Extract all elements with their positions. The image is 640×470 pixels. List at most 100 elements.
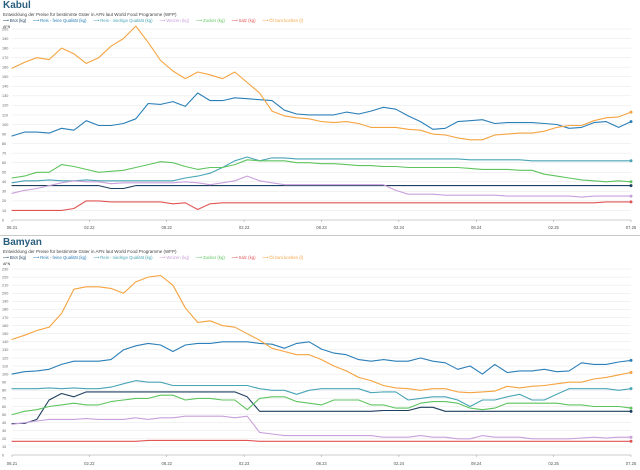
- y-tick-label: 120: [2, 104, 8, 108]
- x-tick-label: 02.23: [239, 461, 250, 466]
- chart-title: Kabul: [3, 0, 31, 11]
- y-tick-label: 230: [2, 267, 8, 271]
- series-line[interactable]: [11, 185, 632, 190]
- y-tick-label: 30: [2, 429, 6, 433]
- series-line[interactable]: [11, 439, 632, 442]
- y-tick-label: 110: [2, 364, 8, 368]
- legend-item[interactable]: —•Salz (kg): [232, 18, 256, 23]
- series-end-point[interactable]: [629, 110, 633, 114]
- x-tick-label: 02.25: [548, 461, 559, 466]
- series-line[interactable]: [11, 200, 632, 211]
- y-tick-label: 130: [2, 94, 8, 98]
- x-tick-label: 02.24: [394, 461, 405, 466]
- y-tick-label: 210: [2, 283, 8, 287]
- legend-item[interactable]: —•Brot (kg): [3, 18, 26, 23]
- legend-label: Zucker (kg): [203, 255, 225, 260]
- legend-item[interactable]: —•Reis - feine Qualität (kg): [33, 18, 86, 23]
- y-tick-label: 180: [2, 46, 8, 50]
- y-tick-label: 150: [2, 75, 8, 79]
- x-tick-label: 08.24: [471, 225, 482, 230]
- series-line[interactable]: [11, 391, 632, 425]
- y-tick-label: 70: [2, 397, 6, 401]
- legend-marker-icon: —•: [159, 18, 166, 23]
- series-end-point[interactable]: [629, 387, 633, 391]
- x-tick-label: 02.24: [394, 225, 405, 230]
- legend-label: Reis - niedrige Qualität (kg): [100, 18, 153, 23]
- plot-area: 0 10 20 30 40 50 60 70 80 90 100 110 120 130 140 150 160…: [2, 25, 637, 230]
- x-tick-label: 02.22: [84, 461, 95, 466]
- legend-marker-icon: —•: [196, 255, 203, 260]
- legend-item[interactable]: —•Öl zum kochen (l): [263, 255, 303, 260]
- series-end-point[interactable]: [629, 184, 633, 188]
- series-end-point[interactable]: [629, 435, 633, 439]
- y-tick-label: 200: [2, 292, 8, 296]
- legend-item[interactable]: —•Salz (kg): [232, 255, 256, 260]
- legend-item[interactable]: —•Weizen (kg): [160, 18, 190, 23]
- legend-item[interactable]: —•Brot (kg): [3, 255, 26, 260]
- series-line[interactable]: [11, 274, 632, 394]
- series-line[interactable]: [11, 175, 632, 198]
- y-tick-label: 20: [2, 199, 6, 203]
- series-line[interactable]: [11, 394, 632, 416]
- series-line[interactable]: [11, 25, 632, 141]
- series-end-point[interactable]: [629, 358, 633, 362]
- legend-marker-icon: —•: [262, 18, 269, 23]
- series-line[interactable]: [11, 415, 632, 440]
- legend-label: Reis - niedrige Qualität (kg): [100, 255, 153, 260]
- legend-item[interactable]: —•Öl zum kochen (l): [263, 18, 303, 23]
- x-tick-label: 08.22: [162, 461, 173, 466]
- x-tick-label: 08.24: [471, 461, 482, 466]
- plot-area: 0 10 20 30 40 50 60 70 80 90 100 110 120 130 140 150 160…: [2, 267, 637, 466]
- y-tick-label: 10: [2, 209, 6, 213]
- legend-marker-icon: —•: [196, 18, 203, 23]
- y-tick-label: 40: [2, 421, 6, 425]
- chart-subtitle: Entwicklung der Preise für bestimmte Güt…: [3, 249, 177, 254]
- series-line[interactable]: [11, 341, 632, 375]
- y-tick-label: 120: [2, 356, 8, 360]
- series-line[interactable]: [11, 159, 632, 183]
- legend-marker-icon: —•: [3, 18, 9, 23]
- legend-item[interactable]: —•Reis - niedrige Qualität (kg): [93, 18, 152, 23]
- y-tick-label: 130: [2, 348, 8, 352]
- series-end-point[interactable]: [629, 180, 633, 184]
- legend-item[interactable]: —•Zucker (kg): [196, 255, 225, 260]
- legend-label: Öl zum kochen (l): [269, 255, 304, 260]
- series-end-point[interactable]: [629, 159, 633, 163]
- y-tick-label: 90: [2, 381, 6, 385]
- chart-panel-kabul: Kabul Entwicklung der Preise für bestimm…: [2, 0, 637, 230]
- series-end-point[interactable]: [629, 439, 633, 443]
- y-tick-label: 160: [2, 324, 8, 328]
- x-tick-label: 07.25: [626, 225, 637, 230]
- y-tick-label: 170: [2, 56, 8, 60]
- x-tick-label: 02.22: [84, 225, 95, 230]
- legend-label: Brot (kg): [9, 255, 27, 260]
- series-end-point[interactable]: [629, 200, 633, 204]
- y-tick-label: 200: [2, 27, 8, 31]
- y-tick-label: 80: [2, 142, 6, 146]
- legend-item[interactable]: —•Reis - feine Qualität (kg): [33, 255, 86, 260]
- series-end-point[interactable]: [629, 194, 633, 198]
- series-end-point[interactable]: [629, 120, 633, 124]
- legend-item[interactable]: —•Zucker (kg): [196, 18, 225, 23]
- y-tick-label: 190: [2, 37, 8, 41]
- x-tick-label: 07.25: [626, 461, 637, 466]
- legend-marker-icon: —•: [93, 18, 100, 23]
- y-tick-label: 140: [2, 340, 8, 344]
- legend-item[interactable]: —•Weizen (kg): [160, 255, 190, 260]
- series-line[interactable]: [11, 380, 632, 408]
- series-end-point[interactable]: [629, 406, 633, 410]
- series-end-point[interactable]: [629, 371, 633, 375]
- y-tick-label: 60: [2, 405, 6, 409]
- legend-item[interactable]: —•Reis - niedrige Qualität (kg): [93, 255, 152, 260]
- y-axis-unit: AFN: [3, 25, 11, 29]
- series-end-point[interactable]: [629, 409, 633, 413]
- y-tick-label: 110: [2, 113, 8, 117]
- y-tick-label: 220: [2, 275, 8, 279]
- legend-label: Reis - feine Qualität (kg): [40, 255, 87, 260]
- series-line[interactable]: [11, 92, 632, 137]
- series-line[interactable]: [11, 156, 632, 184]
- legend-marker-icon: —•: [93, 255, 100, 260]
- x-tick-label: 08.23: [316, 461, 327, 466]
- y-tick-label: 80: [2, 389, 6, 393]
- x-tick-label: 08.21: [7, 461, 18, 466]
